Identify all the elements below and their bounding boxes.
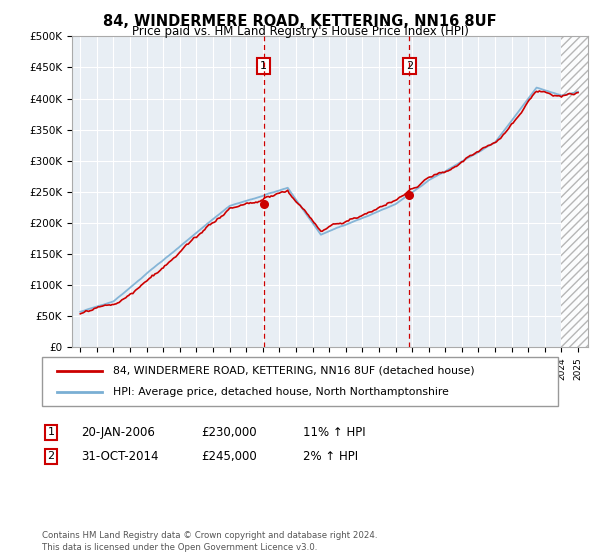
Text: This data is licensed under the Open Government Licence v3.0.: This data is licensed under the Open Gov…: [42, 543, 317, 552]
Text: 2: 2: [47, 451, 55, 461]
Text: 84, WINDERMERE ROAD, KETTERING, NN16 8UF (detached house): 84, WINDERMERE ROAD, KETTERING, NN16 8UF…: [113, 366, 475, 376]
Text: 11% ↑ HPI: 11% ↑ HPI: [303, 426, 365, 439]
Text: 2% ↑ HPI: 2% ↑ HPI: [303, 450, 358, 463]
Text: HPI: Average price, detached house, North Northamptonshire: HPI: Average price, detached house, Nort…: [113, 387, 449, 397]
Text: 1: 1: [47, 427, 55, 437]
Text: £230,000: £230,000: [201, 426, 257, 439]
Text: Price paid vs. HM Land Registry's House Price Index (HPI): Price paid vs. HM Land Registry's House …: [131, 25, 469, 38]
Text: 2: 2: [406, 61, 413, 71]
Text: £245,000: £245,000: [201, 450, 257, 463]
Text: 31-OCT-2014: 31-OCT-2014: [81, 450, 158, 463]
Text: 84, WINDERMERE ROAD, KETTERING, NN16 8UF: 84, WINDERMERE ROAD, KETTERING, NN16 8UF: [103, 14, 497, 29]
Text: 1: 1: [260, 61, 267, 71]
Text: 20-JAN-2006: 20-JAN-2006: [81, 426, 155, 439]
Text: Contains HM Land Registry data © Crown copyright and database right 2024.: Contains HM Land Registry data © Crown c…: [42, 531, 377, 540]
